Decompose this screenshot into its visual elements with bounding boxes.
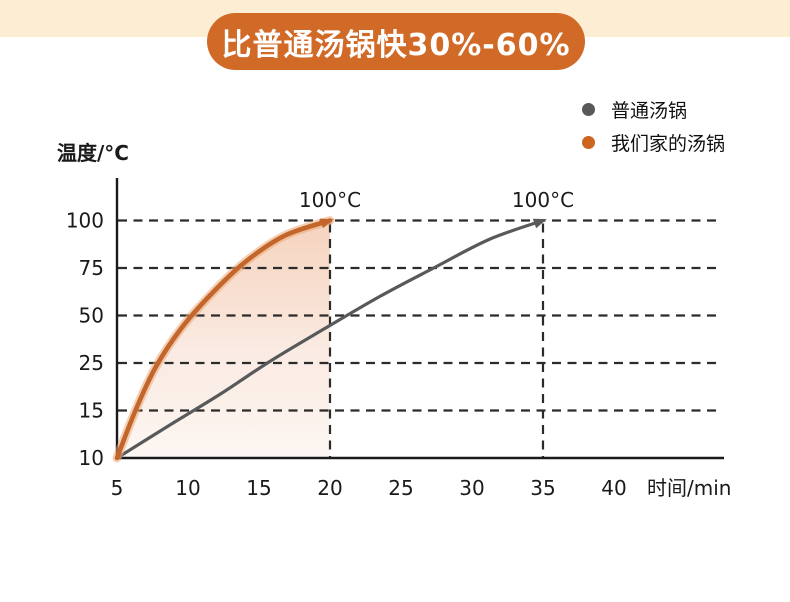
curve-arrowhead-0 bbox=[532, 218, 547, 229]
y-tick-75: 75 bbox=[79, 256, 104, 280]
area-fill-under-our-pot bbox=[117, 220, 330, 458]
y-tick-50: 50 bbox=[79, 304, 104, 328]
end-temp-label-1: 100°C bbox=[299, 188, 361, 212]
curve-arrowhead-1 bbox=[319, 218, 334, 229]
legend: 普通汤锅 我们家的汤锅 bbox=[582, 96, 725, 162]
x-tick-25: 25 bbox=[388, 476, 413, 500]
y-tick-25: 25 bbox=[79, 351, 104, 375]
curve-1 bbox=[114, 218, 333, 461]
y-tick-10: 10 bbox=[79, 446, 104, 470]
banner-title: 比普通汤锅快30%-60% bbox=[221, 27, 571, 63]
end-temp-label-0: 100°C bbox=[512, 188, 574, 212]
legend-dot-gray-icon bbox=[582, 102, 595, 116]
legend-label-ordinary-pot: 普通汤锅 bbox=[611, 99, 688, 122]
legend-item-ordinary-pot: 普通汤锅 bbox=[582, 96, 725, 122]
banner: 比普通汤锅快30%-60% bbox=[207, 13, 585, 70]
axes bbox=[115, 178, 724, 460]
x-tick-10: 10 bbox=[175, 476, 200, 500]
x-axis-title: 时间/min bbox=[647, 476, 731, 500]
x-tick-30: 30 bbox=[459, 476, 484, 500]
curve-0 bbox=[115, 218, 545, 460]
legend-item-our-pot: 我们家的汤锅 bbox=[582, 129, 725, 155]
y-tick-100: 100 bbox=[66, 209, 104, 233]
x-tick-40: 40 bbox=[601, 476, 626, 500]
x-tick-5: 5 bbox=[111, 476, 124, 500]
y-axis-title: 温度/°C bbox=[57, 141, 129, 165]
legend-dot-orange-icon bbox=[582, 135, 595, 149]
x-tick-20: 20 bbox=[317, 476, 342, 500]
legend-label-our-pot: 我们家的汤锅 bbox=[611, 132, 726, 155]
y-tick-15: 15 bbox=[79, 399, 104, 423]
x-tick-15: 15 bbox=[246, 476, 271, 500]
x-tick-35: 35 bbox=[530, 476, 555, 500]
